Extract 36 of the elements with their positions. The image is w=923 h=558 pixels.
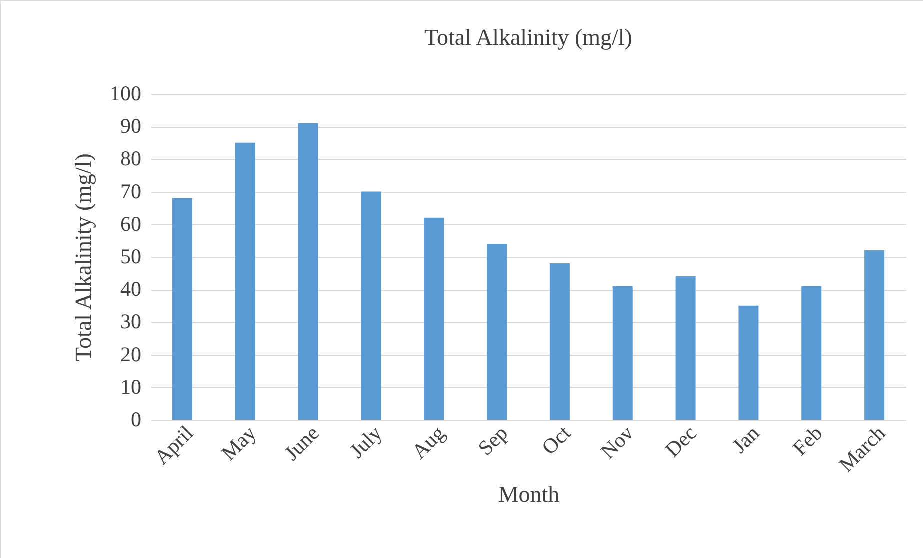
y-tick-label: 70 (120, 179, 142, 204)
y-tick-label: 80 (120, 146, 142, 171)
bar (424, 218, 444, 420)
bar (487, 244, 508, 420)
chart-title: Total Alkalinity (mg/l) (424, 25, 632, 50)
bar (864, 250, 885, 420)
x-tick-label: Oct (537, 420, 576, 460)
x-tick-label: May (216, 420, 262, 466)
y-tick-label: 0 (131, 408, 142, 432)
bar (361, 192, 382, 420)
y-tick-label: 20 (120, 342, 142, 366)
bar (550, 264, 570, 420)
bar (676, 276, 696, 420)
bar (612, 286, 633, 420)
y-tick-label: 50 (120, 244, 142, 268)
bar (802, 286, 822, 420)
x-tick-label: Nov (596, 420, 639, 464)
x-tick-label: Sep (473, 421, 513, 460)
y-tick-label: 100 (110, 82, 142, 106)
x-axis-title: Month (498, 482, 560, 508)
y-tick-label: 40 (120, 277, 142, 302)
x-tick-label: July (345, 420, 388, 463)
x-tick-label: Jan (727, 420, 765, 458)
x-tick-label: Dec (660, 421, 702, 462)
y-tick-label: 90 (120, 114, 142, 138)
bar (298, 123, 318, 420)
y-axis-title: Total Alkalinity (mg/l) (71, 154, 96, 362)
x-tick-label: Aug (407, 420, 450, 464)
y-tick-label: 60 (120, 212, 142, 236)
bar (172, 198, 192, 420)
bar (738, 306, 759, 420)
y-tick-label: 10 (120, 374, 142, 399)
x-tick-label: June (280, 421, 324, 466)
bar (235, 142, 256, 420)
x-tick-label: Feb (788, 421, 828, 460)
y-tick-label: 30 (120, 310, 142, 334)
